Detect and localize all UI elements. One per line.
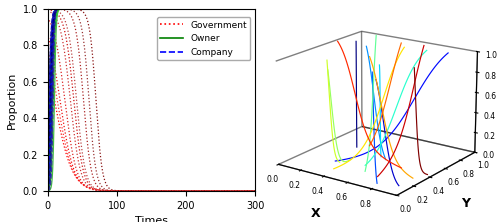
Y-axis label: Y: Y	[461, 197, 470, 210]
Y-axis label: Proportion: Proportion	[7, 71, 17, 129]
X-axis label: Times: Times	[135, 216, 168, 222]
Legend: Government, Owner, Company: Government, Owner, Company	[157, 17, 250, 60]
X-axis label: X: X	[310, 207, 320, 220]
